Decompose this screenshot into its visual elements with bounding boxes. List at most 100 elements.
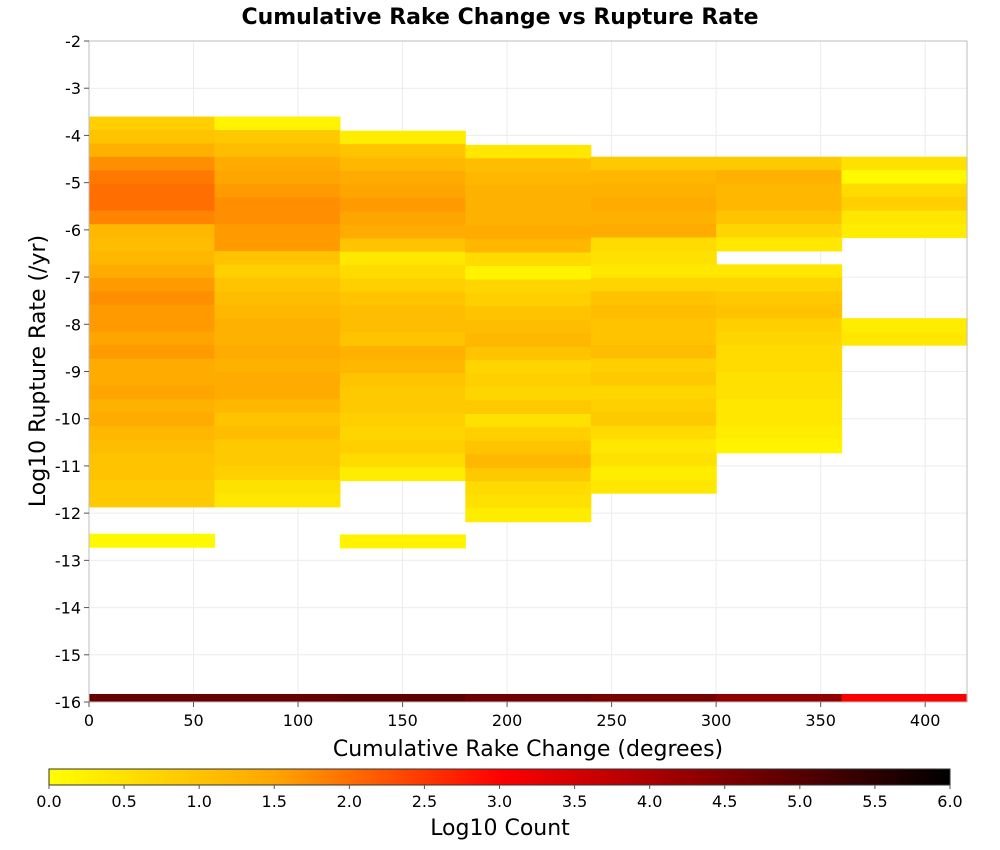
heatmap-cell: [89, 426, 216, 441]
heatmap-cell: [339, 211, 466, 226]
heatmap-cell: [339, 265, 466, 280]
heatmap-cell: [339, 386, 466, 401]
colorbar-tick-label: 6.0: [937, 792, 962, 811]
heatmap-cell: [465, 144, 592, 159]
heatmap-cell: [465, 319, 592, 334]
y-tick-label: -13: [55, 551, 81, 570]
heatmap-cell: [590, 170, 717, 185]
heatmap-cell: [89, 251, 216, 266]
heatmap-cell: [214, 493, 341, 508]
heatmap-cell: [465, 171, 592, 186]
heatmap-cell: [465, 292, 592, 307]
colorbar-tick-label: 0.5: [111, 792, 136, 811]
heatmap-cell: [339, 292, 466, 307]
heatmap-cell: [214, 466, 341, 481]
heatmap-cell: [214, 412, 341, 427]
heatmap-cell: [339, 278, 466, 293]
heatmap-cell: [465, 265, 592, 281]
y-tick-label: -16: [55, 693, 81, 712]
heatmap-cell: [465, 158, 592, 173]
heatmap-cell: [716, 358, 843, 373]
chart-title: Cumulative Rake Change vs Rupture Rate: [241, 5, 758, 30]
heatmap-cell: [339, 346, 466, 361]
heatmap-cell: [214, 318, 341, 333]
heatmap-cell: [465, 360, 592, 375]
heatmap-cell: [590, 385, 717, 400]
heatmap-cell: [89, 278, 216, 293]
heatmap-cell: [590, 466, 717, 481]
heatmap-cell: [590, 425, 717, 440]
heatmap-cell: [716, 223, 843, 239]
heatmap-cell: [89, 210, 216, 225]
heatmap-cell: [214, 399, 341, 414]
heatmap-cell: [465, 333, 592, 348]
heatmap-cell: [214, 426, 341, 441]
heatmap-cell: [716, 439, 843, 454]
x-tick-label: 250: [596, 711, 627, 730]
colorbar-tick-label: 1.0: [186, 792, 211, 811]
heatmap-cell: [214, 304, 341, 319]
heatmap-cell: [465, 185, 592, 200]
heatmap-cell: [339, 197, 466, 213]
heatmap-cell: [716, 371, 843, 387]
heatmap-cell: [214, 116, 341, 131]
heatmap-cell: [716, 237, 843, 252]
heatmap-cell: [716, 197, 843, 212]
heatmap-cell: [841, 170, 968, 185]
heatmap-cell: [214, 224, 341, 239]
heatmap-cell: [214, 156, 341, 171]
heatmap-cell: [339, 359, 466, 374]
heatmap-cell: [89, 452, 216, 468]
heatmap-cell: [89, 358, 216, 373]
heatmap-cell: [339, 224, 466, 239]
y-axis-label: Log10 Rupture Rate (/yr): [26, 235, 51, 507]
x-tick-label: 350: [805, 711, 836, 730]
heatmap-cell: [590, 371, 717, 387]
heatmap-cell: [339, 184, 466, 199]
heatmap-cell: [89, 291, 216, 306]
heatmap-cell: [89, 533, 216, 548]
heatmap-cell: [716, 398, 843, 413]
y-tick-label: -10: [55, 410, 81, 429]
heatmap-cell: [89, 372, 216, 387]
heatmap-cell: [214, 345, 341, 360]
heatmap-cell: [590, 197, 717, 212]
heatmap-cell: [89, 479, 216, 494]
heatmap-cell: [465, 373, 592, 388]
heatmap-cell: [214, 197, 341, 212]
colorbar: [48, 768, 951, 786]
heatmap-cell: [841, 197, 968, 212]
heatmap-cell: [339, 305, 466, 320]
colorbar-tick-label: 5.0: [787, 792, 812, 811]
heatmap-cell: [339, 171, 466, 186]
heatmap-cell: [339, 534, 466, 549]
colorbar-tick-label: 5.5: [862, 792, 887, 811]
heatmap-cell: [716, 277, 843, 292]
heatmap-cell: [339, 319, 466, 334]
heatmap-cell: [89, 412, 216, 427]
heatmap-cell: [214, 439, 341, 454]
heatmap-cells: [89, 116, 968, 702]
heatmap-cell: [214, 693, 341, 702]
heatmap-cell: [89, 116, 216, 131]
heatmap-cell: [716, 304, 843, 319]
heatmap-cell: [716, 425, 843, 440]
heatmap-cell: [465, 387, 592, 402]
heatmap-cell: [841, 156, 968, 171]
heatmap-cell: [465, 198, 592, 213]
heatmap-cell: [339, 144, 466, 159]
heatmap-cell: [89, 224, 216, 239]
heatmap-cell: [590, 318, 717, 333]
x-axis-label: Cumulative Rake Change (degrees): [333, 737, 723, 762]
y-tick-label: -4: [65, 126, 81, 145]
colorbar-ticks: 0.0 0.5 1.0 1.5 2.0 2.5 3.0 3.5 4.0 4.5 5.0 5.5 6.0: [36, 785, 963, 811]
heatmap-cell: [214, 358, 341, 373]
heatmap-cell: [339, 413, 466, 428]
x-tick-label: 200: [492, 711, 523, 730]
heatmap-cell: [89, 399, 216, 414]
heatmap-cell: [590, 291, 717, 306]
heatmap-cell: [841, 318, 968, 333]
heatmap-cell: [716, 210, 843, 225]
x-tick-label: 100: [283, 711, 314, 730]
heatmap-cell: [89, 183, 216, 198]
